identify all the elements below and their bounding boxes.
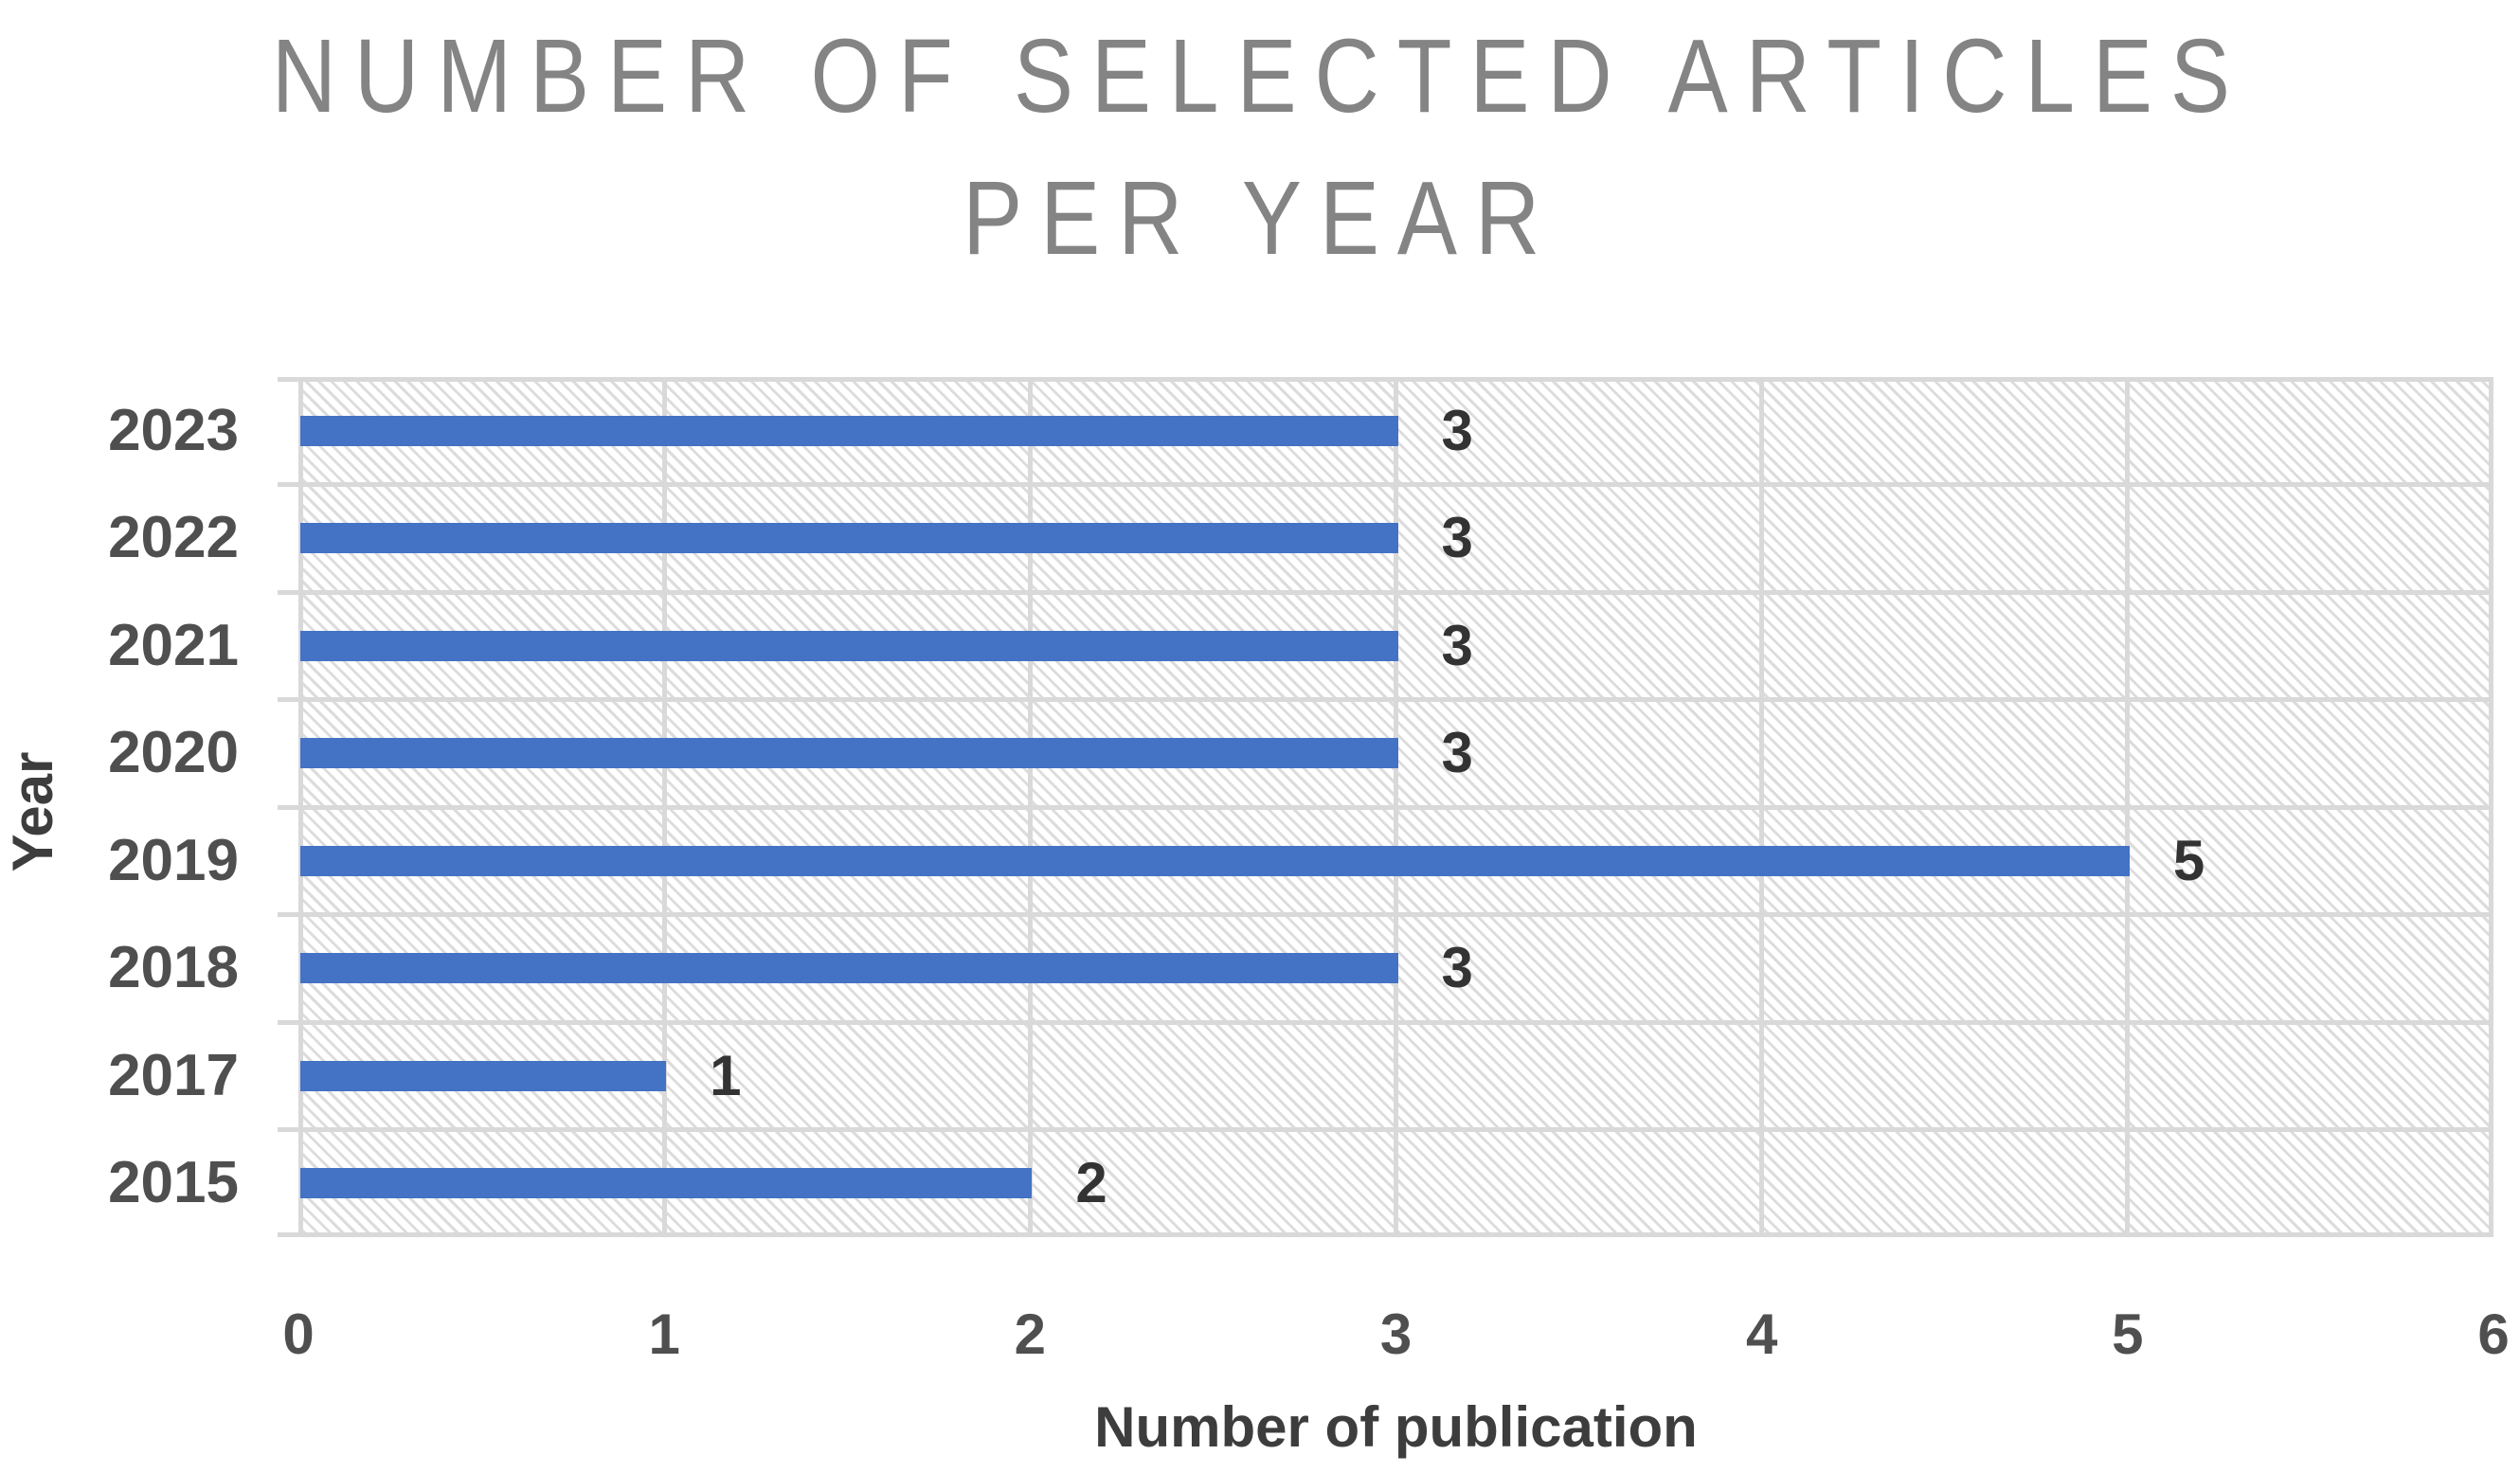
bar-value-label: 2 (1075, 1151, 1107, 1215)
x-axis-title: Number of publication (1094, 1395, 1698, 1459)
bar (300, 738, 1398, 769)
bar-value-label: 3 (1441, 936, 1473, 1000)
bar-value-label: 5 (2172, 828, 2205, 892)
bar (300, 953, 1398, 984)
gridline-horizontal (298, 1232, 2493, 1237)
x-tick-label: 1 (648, 1302, 680, 1366)
y-axis-tick-mark (278, 1019, 298, 1025)
gridline-horizontal (298, 912, 2493, 917)
chart-title-line-2: PER YEAR (962, 160, 1558, 277)
bar-value-label: 3 (1441, 506, 1473, 570)
gridline-horizontal (298, 1127, 2493, 1132)
y-axis-tick-mark (278, 804, 298, 810)
y-axis-tick-mark (278, 589, 298, 595)
x-tick-label: 3 (1379, 1302, 1413, 1366)
bar (300, 630, 1398, 661)
gridline-horizontal (298, 377, 2493, 382)
bar (300, 415, 1398, 446)
y-tick-label: 2021 (108, 612, 239, 678)
y-axis-tick-mark (278, 912, 298, 917)
y-axis-tick-mark (278, 1127, 298, 1132)
bar (300, 1168, 1033, 1199)
gridline-horizontal (298, 482, 2493, 487)
x-tick-label: 2 (1014, 1302, 1047, 1366)
y-tick-label: 2015 (108, 1150, 239, 1216)
chart-title: NUMBER OF SELECTED ARTICLES PER YEAR (0, 6, 2520, 290)
y-axis-tick-mark (278, 697, 298, 702)
y-tick-label: 2023 (108, 397, 239, 463)
plot-area: 3 3 3 3 5 3 1 2 (278, 377, 2493, 1237)
x-tick-label: 5 (2112, 1302, 2144, 1366)
bar (300, 845, 2130, 876)
bar (300, 523, 1398, 554)
bar-value-label: 3 (1441, 613, 1473, 677)
y-tick-label: 2019 (108, 827, 239, 893)
y-axis-tick-mark (278, 482, 298, 487)
x-tick-label: 0 (282, 1302, 315, 1366)
y-tick-label: 2020 (108, 720, 239, 786)
gridline-horizontal (298, 589, 2493, 595)
gridline-horizontal (298, 804, 2493, 810)
y-tick-label: 2022 (108, 505, 239, 571)
y-tick-label: 2018 (108, 935, 239, 1001)
chart-title-line-1: NUMBER OF SELECTED ARTICLES (271, 18, 2249, 135)
bar (300, 1060, 667, 1091)
gridline-horizontal (298, 697, 2493, 702)
gridline-horizontal (298, 1019, 2493, 1025)
y-axis-tick-mark (278, 1232, 298, 1237)
bar-value-label: 3 (1441, 721, 1473, 785)
bar-value-label: 1 (710, 1043, 742, 1107)
y-tick-label: 2017 (108, 1042, 239, 1108)
y-axis-tick-mark (278, 377, 298, 382)
x-tick-label: 6 (2477, 1302, 2510, 1366)
bar-value-label: 3 (1441, 398, 1473, 462)
x-tick-label: 4 (1745, 1302, 1778, 1366)
